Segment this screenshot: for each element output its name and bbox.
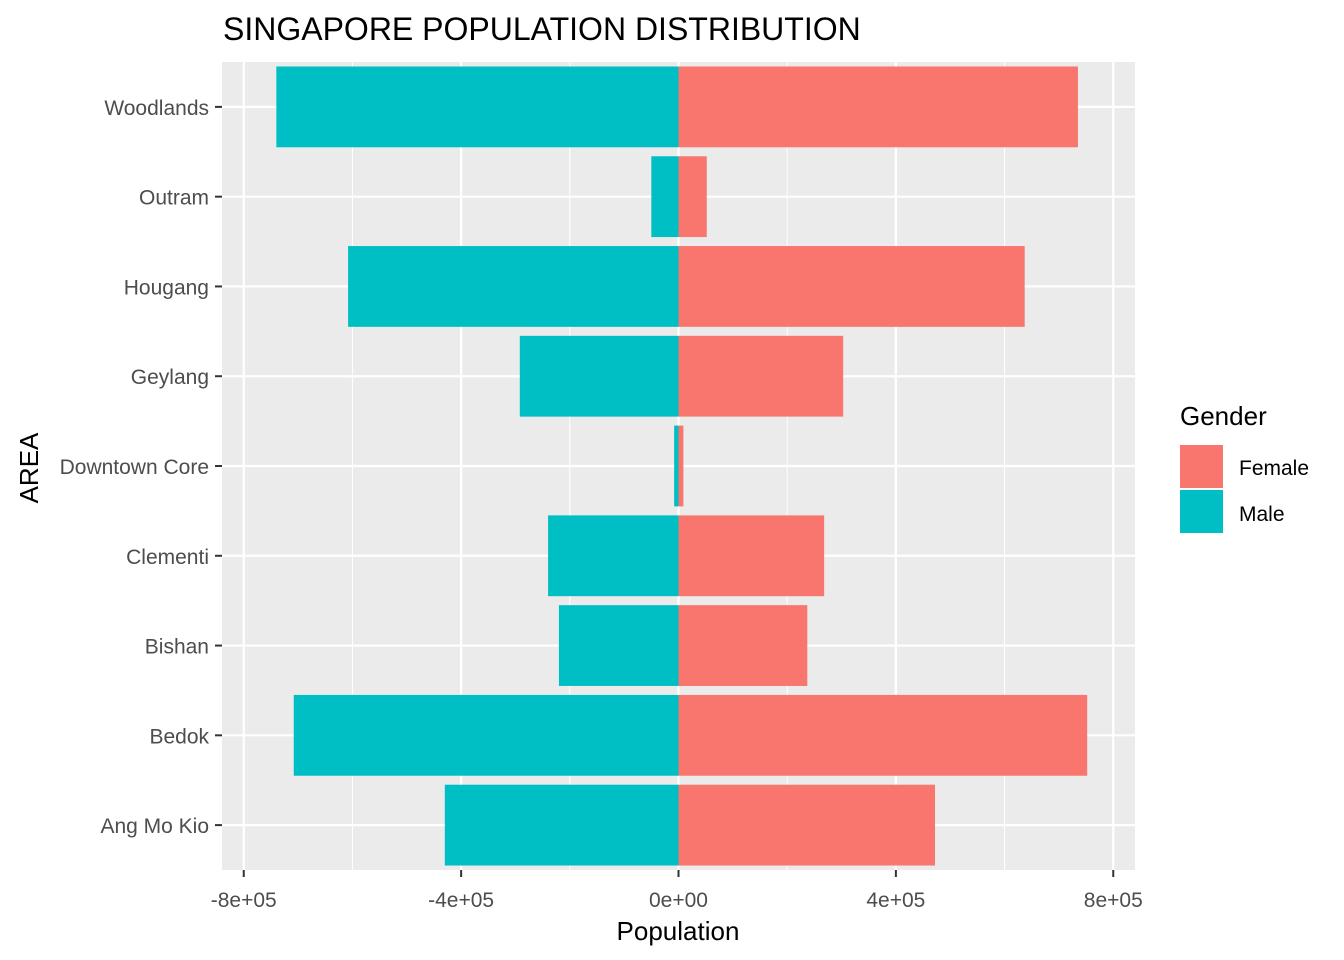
- legend-title: Gender: [1180, 401, 1267, 431]
- y-axis: Ang Mo Kio Bedok Bishan Clementi Downtown Co…: [60, 97, 222, 838]
- bar-male-bishan: [558, 605, 679, 686]
- x-axis: -8e+05 -4e+05 0e+00 4e+05 8e+05: [211, 870, 1143, 912]
- bar-female-clementi: [678, 515, 825, 597]
- y-axis-title: AREA: [14, 432, 44, 503]
- bars: [276, 66, 1088, 866]
- bar-male-hougang: [348, 246, 679, 327]
- bar-male-bedok: [293, 694, 679, 776]
- bar-male-downtown-core: [674, 425, 679, 507]
- x-tick-label: 4e+05: [866, 889, 925, 912]
- y-tick-label: Ang Mo Kio: [100, 815, 209, 838]
- x-tick-label: 8e+05: [1084, 889, 1143, 912]
- bar-female-bishan: [678, 605, 808, 686]
- bar-male-woodlands: [276, 66, 679, 148]
- y-tick-label: Outram: [139, 187, 209, 210]
- x-tick-label: 0e+00: [649, 889, 708, 912]
- legend: Gender Female Male: [1180, 401, 1309, 533]
- legend-label-male: Male: [1239, 503, 1285, 526]
- bar-female-bedok: [678, 694, 1088, 776]
- bar-female-geylang: [678, 335, 844, 417]
- bar-male-geylang: [519, 335, 679, 417]
- legend-key-male: [1180, 490, 1223, 533]
- bar-male-clementi: [548, 515, 679, 597]
- legend-label-female: Female: [1239, 457, 1309, 480]
- y-tick-label: Woodlands: [104, 97, 209, 120]
- bar-male-outram: [651, 156, 679, 238]
- legend-key-female: [1180, 445, 1223, 488]
- bar-female-hougang: [678, 246, 1025, 327]
- bar-female-ang-mo-kio: [678, 784, 936, 866]
- x-tick-label: -8e+05: [211, 889, 277, 912]
- chart-title: SINGAPORE POPULATION DISTRIBUTION: [223, 11, 861, 47]
- bar-female-downtown-core: [678, 425, 684, 507]
- y-tick-label: Bishan: [145, 636, 209, 659]
- y-tick-label: Bedok: [149, 725, 209, 748]
- y-tick-label: Hougang: [124, 276, 209, 299]
- y-tick-label: Geylang: [131, 366, 209, 389]
- bar-female-outram: [678, 156, 707, 238]
- bar-male-ang-mo-kio: [444, 784, 679, 866]
- y-tick-label: Clementi: [126, 546, 209, 569]
- bar-female-woodlands: [678, 66, 1078, 148]
- x-tick-label: -4e+05: [428, 889, 494, 912]
- y-tick-label: Downtown Core: [60, 456, 209, 479]
- x-axis-title: Population: [617, 916, 740, 946]
